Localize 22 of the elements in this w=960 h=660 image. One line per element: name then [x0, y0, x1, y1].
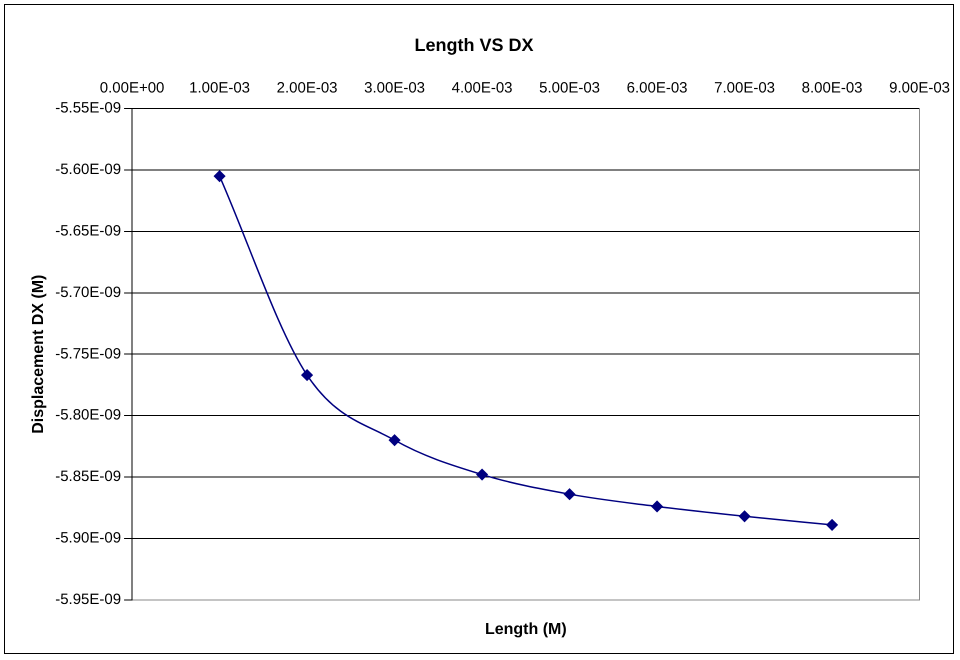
x-tick-label: 1.00E-03	[189, 80, 250, 97]
x-tick-label: 6.00E-03	[626, 80, 688, 97]
y-tick-label: -5.70E-09	[55, 284, 122, 301]
x-tick-label: 9.00E-03	[889, 80, 950, 97]
y-tick-label: -5.85E-09	[55, 468, 122, 486]
y-tick-label: -5.80E-09	[55, 406, 122, 424]
x-tick-label: 2.00E-03	[276, 80, 338, 97]
y-tick-label: -5.55E-09	[55, 100, 122, 117]
y-axis-title: Displacement DX (M)	[30, 274, 48, 434]
y-tick-label: -5.90E-09	[55, 530, 122, 547]
x-tick-label: 8.00E-03	[802, 80, 863, 97]
x-tick-label: 7.00E-03	[714, 80, 776, 97]
x-tick-label: 4.00E-03	[452, 80, 513, 97]
x-tick-label: 3.00E-03	[364, 80, 426, 97]
x-tick-label: 5.00E-03	[539, 80, 600, 97]
x-tick-label: 0.00E+00	[100, 80, 164, 97]
y-tick-label: -5.65E-09	[55, 222, 122, 240]
y-tick-label: -5.60E-09	[55, 161, 122, 178]
y-tick-label: -5.95E-09	[55, 590, 122, 608]
y-tick-label: -5.75E-09	[55, 345, 122, 362]
chart-title: Length VS DX	[414, 34, 534, 55]
x-axis-title: Length (M)	[484, 620, 567, 638]
